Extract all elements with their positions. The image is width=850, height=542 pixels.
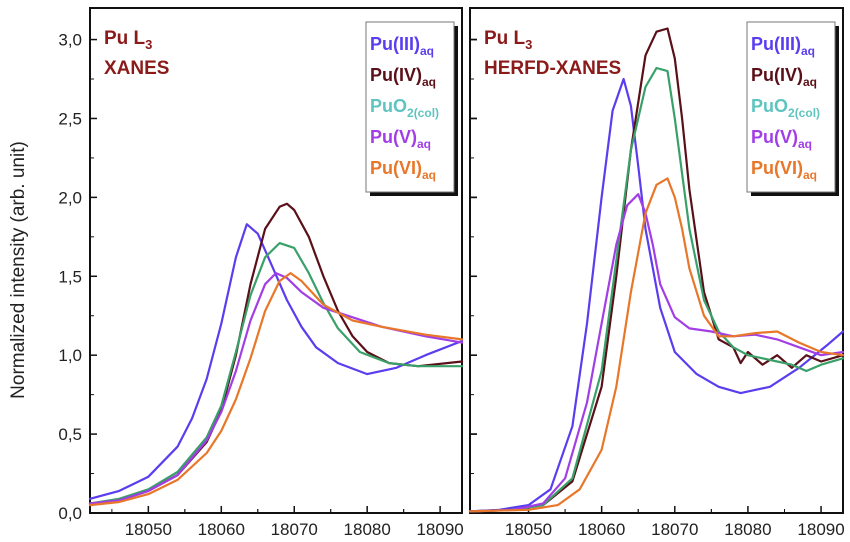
series-line-puv [468, 193, 845, 513]
y-tick-label: 2,0 [58, 188, 82, 207]
legend-subscript: aq [422, 75, 436, 89]
legend-subscript: aq [420, 44, 434, 58]
panel-title-subscript: 3 [145, 37, 152, 52]
series-line-puiv [88, 202, 464, 505]
x-tick-label: 18070 [651, 520, 698, 539]
x-tick-label: 18060 [578, 520, 625, 539]
y-tick-label: 2,5 [58, 109, 82, 128]
x-tick-label: 18070 [271, 520, 318, 539]
x-tick-label: 18080 [344, 520, 391, 539]
legend-label: PuO [370, 96, 407, 116]
x-tick-label: 18090 [797, 520, 844, 539]
legend-box [365, 21, 455, 193]
legend-subscript: 2(col) [788, 106, 820, 120]
legend-subscript: aq [803, 168, 817, 182]
series-line-green [468, 66, 845, 513]
series-line-puvi [468, 177, 845, 513]
legend-label: Pu(III) [751, 34, 801, 54]
legend-item: Pu(VI)aq [370, 158, 436, 182]
panel-title: Pu L3 [104, 28, 152, 52]
y-tick-label: 1,5 [58, 267, 82, 286]
x-tick-label: 18050 [125, 520, 172, 539]
y-tick-label: 0,5 [58, 425, 82, 444]
legend-subscript: aq [803, 75, 817, 89]
legend-subscript: aq [422, 168, 436, 182]
legend-item: Pu(IV)aq [751, 65, 817, 89]
legend-label: Pu(III) [370, 34, 420, 54]
x-tick-label: 18090 [416, 520, 463, 539]
legend-subscript: 2(col) [407, 106, 439, 120]
panel-subtitle: XANES [104, 58, 169, 79]
y-tick-label: 0,0 [58, 504, 82, 523]
legend-label: Pu(V) [751, 127, 798, 147]
series-line-green [88, 242, 464, 505]
panel-herfd-xanes: 18050 18060 18070 18080 18090 Pu L3 HERFD-XANE… [468, 7, 845, 539]
panel-subtitle: HERFD-XANES [484, 58, 621, 79]
legend-subscript: aq [801, 44, 815, 58]
legend-item: Pu(IV)aq [370, 65, 436, 89]
legend-subscript: aq [417, 137, 431, 151]
panel-title-subscript: 3 [525, 37, 532, 52]
legend-box [746, 21, 836, 193]
legend-item: PuO2(col) [370, 96, 439, 120]
panel-title-main: Pu L [484, 28, 526, 49]
legend-label: Pu(VI) [370, 158, 422, 178]
panel-title-main: Pu L [104, 28, 146, 49]
legend-label: Pu(VI) [751, 158, 803, 178]
panel-xanes: 0,0 0,5 1,0 1,5 2,0 2,5 3,0 18050 18060 18070 1808… [58, 7, 464, 539]
legend-item: Pu(III)aq [751, 34, 815, 58]
legend-label: Pu(V) [370, 127, 417, 147]
plot-frame [89, 7, 463, 514]
legend-item: Pu(III)aq [370, 34, 434, 58]
legend-item: Pu(VI)aq [751, 158, 817, 182]
legend-item: Pu(V)aq [751, 127, 812, 151]
series-line-puiii [88, 223, 464, 500]
x-tick-label: 18060 [198, 520, 245, 539]
series-line-puvi [88, 272, 464, 507]
series-line-puiv [468, 27, 845, 513]
legend-label: Pu(IV) [751, 65, 803, 85]
legend-item: PuO2(col) [751, 96, 820, 120]
x-tick-label: 18050 [505, 520, 552, 539]
series-line-puv [88, 272, 464, 505]
series-line-puiii [468, 77, 845, 513]
y-tick-label: 1,0 [58, 346, 82, 365]
legend-subscript: aq [798, 137, 812, 151]
y-axis-label: Normalized intensity (arb. unit) [8, 141, 29, 399]
legend-item: Pu(V)aq [370, 127, 431, 151]
x-tick-label: 18080 [724, 520, 771, 539]
legend-label: PuO [751, 96, 788, 116]
panel-title: Pu L3 [484, 28, 532, 52]
y-tick-label: 3,0 [58, 31, 82, 50]
legend-label: Pu(IV) [370, 65, 422, 85]
plot-frame [469, 7, 844, 514]
